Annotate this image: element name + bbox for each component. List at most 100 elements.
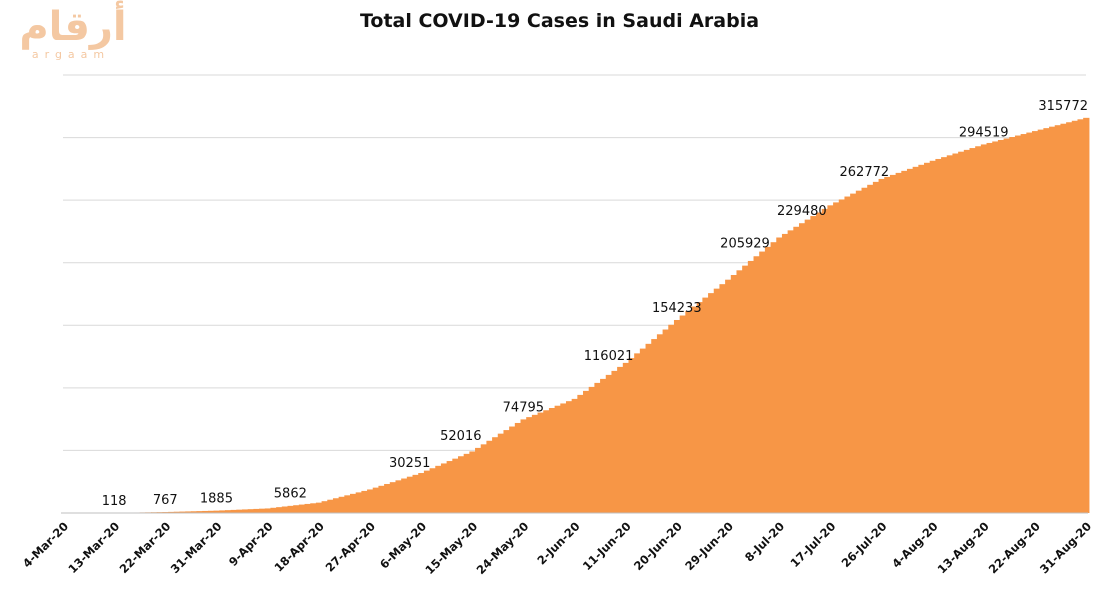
data-label: 116021 [584,349,634,364]
x-tick-label: 24-May-20 [474,519,532,577]
cases-bar [1014,135,1022,513]
data-label: 30251 [389,456,430,471]
cases-bar [1049,126,1056,513]
data-label: 315772 [1038,99,1088,114]
cases-bar [713,288,721,513]
cases-bar [406,476,414,513]
cases-bar [810,216,817,513]
cases-bar [486,440,493,513]
cases-bar [764,246,772,513]
cases-bar [719,284,726,513]
cases-bar [173,511,181,513]
cases-bar [867,184,874,513]
cases-bar [798,223,806,513]
cases-bar [355,492,362,513]
cases-bar [583,390,590,513]
cases-bar [952,153,959,514]
x-tick-label: 27-Apr-20 [323,519,378,574]
cases-bar [679,315,686,513]
cases-bar [548,408,556,513]
cases-bar [884,176,891,513]
cases-bar [804,219,811,513]
cases-bar [600,378,607,513]
x-tick-label: 22-Mar-20 [117,519,174,576]
x-tick-label: 20-Jun-20 [631,519,685,573]
cases-bar [872,181,880,513]
cases-bar [793,226,800,513]
cases-bar [617,366,624,513]
cases-bar [1009,137,1016,513]
data-label: 118 [102,494,127,509]
cases-bar [270,507,277,513]
cases-bar [560,403,567,513]
cases-bar [179,511,186,513]
data-label: 5862 [274,487,307,502]
data-label: 229480 [777,204,827,219]
data-label: 154233 [652,301,702,316]
cases-bar [924,162,931,513]
cases-bar [327,499,334,513]
x-tick-label: 2-Jun-20 [534,519,582,567]
cases-bar [293,505,300,513]
cases-bar [577,394,584,513]
cases-bar [1071,120,1079,513]
argaam-logo: أرقام argaam [8,4,138,64]
cases-bar [594,382,601,513]
cases-bar [844,196,851,514]
cases-bar [963,149,971,513]
cases-bar [247,509,254,513]
cases-bar [1066,122,1073,514]
cases-bar [395,480,402,513]
cases-bar [833,202,840,513]
data-label: 262772 [840,165,890,180]
cases-bar [980,144,988,513]
cases-bar [696,302,703,513]
cases-bar [384,483,391,513]
cases-bar [759,251,766,513]
cases-bar [929,160,936,513]
x-tick-label: 31-Mar-20 [168,519,225,576]
data-label: 1885 [200,492,233,507]
cases-bar [861,187,868,514]
cases-bar [412,474,419,513]
cases-bar [480,444,488,513]
cases-bar [224,510,232,513]
x-tick-label: 11-Jun-20 [580,519,634,573]
cases-bar [781,233,789,513]
cases-bar [213,510,220,513]
cases-bar [691,306,698,513]
cases-bar [446,461,453,513]
cases-bar [634,353,641,513]
cases-bar [622,362,630,513]
cases-bar [526,417,533,513]
cases-bar [1054,125,1062,513]
cases-bar [429,468,436,513]
cases-bar [168,511,175,513]
cases-bar [196,511,203,513]
cases-bar [378,485,385,513]
cases-bar [242,509,249,513]
x-tick-label: 29-Jun-20 [682,519,736,573]
cases-bar [475,447,482,513]
cases-bar [628,358,635,513]
x-tick-label: 22-Aug-20 [986,519,1043,576]
cases-bar [304,503,311,513]
cases-bar [543,410,550,513]
cases-bar [753,256,760,513]
cases-bar [435,465,442,513]
cases-bar [332,498,340,513]
cases-bar [1026,132,1033,513]
cases-bar [452,458,459,513]
cases-bar [906,168,914,514]
cases-bar [912,166,919,513]
cases-bar [537,412,544,513]
cases-bar [673,319,681,513]
cases-bar [338,496,345,513]
cases-bar [514,422,522,513]
cases-bar [565,401,573,513]
cases-bar [259,508,266,513]
cases-bar [1003,138,1010,513]
cases-bar [1020,134,1027,513]
x-tick-label: 18-Apr-20 [271,519,326,574]
cases-bar [946,155,954,513]
